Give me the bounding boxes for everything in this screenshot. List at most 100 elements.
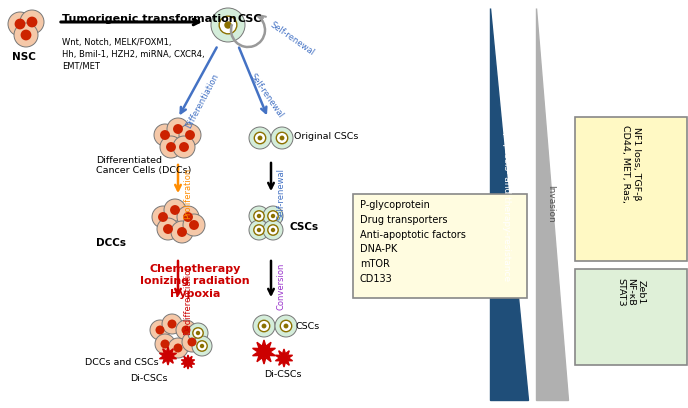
Text: CSCs: CSCs <box>295 322 319 331</box>
Circle shape <box>171 221 193 243</box>
Circle shape <box>167 118 189 140</box>
Text: Di-CSCs: Di-CSCs <box>130 374 167 383</box>
Circle shape <box>258 320 270 332</box>
Text: NSC: NSC <box>12 52 36 62</box>
Circle shape <box>254 211 264 221</box>
Circle shape <box>152 206 174 228</box>
Circle shape <box>280 320 292 332</box>
Text: Self-renewal: Self-renewal <box>276 168 285 220</box>
FancyBboxPatch shape <box>575 269 687 365</box>
Circle shape <box>219 16 237 34</box>
Text: Di-CSCs: Di-CSCs <box>264 370 301 379</box>
Circle shape <box>254 225 264 235</box>
Circle shape <box>173 136 195 158</box>
Circle shape <box>8 12 32 36</box>
Polygon shape <box>160 347 177 365</box>
Circle shape <box>197 341 207 351</box>
Text: DCCs: DCCs <box>96 238 126 248</box>
Text: CSC: CSC <box>237 14 261 24</box>
Circle shape <box>20 10 44 34</box>
Circle shape <box>200 344 204 348</box>
Circle shape <box>211 8 245 42</box>
Text: Wnt, Notch, MELK/FOXM1,
Hh, Bmil-1, HZH2, miRNA, CXCR4,
EMT/MET: Wnt, Notch, MELK/FOXM1, Hh, Bmil-1, HZH2… <box>62 38 204 71</box>
Polygon shape <box>536 8 568 400</box>
Circle shape <box>158 212 168 222</box>
Circle shape <box>249 127 271 149</box>
Text: Apoptosis- and therapy-resistance: Apoptosis- and therapy-resistance <box>502 126 511 282</box>
Circle shape <box>283 324 288 328</box>
Circle shape <box>183 212 193 222</box>
Circle shape <box>166 142 176 152</box>
Circle shape <box>249 206 269 226</box>
Circle shape <box>257 214 261 218</box>
Circle shape <box>14 23 38 47</box>
Circle shape <box>271 228 275 232</box>
Text: Conversion: Conversion <box>276 263 285 310</box>
Polygon shape <box>275 349 292 367</box>
Circle shape <box>257 135 262 140</box>
Circle shape <box>263 220 283 240</box>
Circle shape <box>163 224 173 234</box>
Circle shape <box>173 124 183 134</box>
Circle shape <box>188 337 197 346</box>
Circle shape <box>279 135 284 140</box>
Circle shape <box>261 324 266 328</box>
Circle shape <box>170 205 180 215</box>
Text: Differentiated
Cancer Cells (DCCs): Differentiated Cancer Cells (DCCs) <box>96 156 191 175</box>
Circle shape <box>277 132 288 144</box>
Text: DCCs and CSCs: DCCs and CSCs <box>85 358 159 367</box>
Circle shape <box>224 21 232 29</box>
Circle shape <box>193 328 203 338</box>
Circle shape <box>176 320 196 340</box>
Polygon shape <box>252 340 275 364</box>
Text: Original CSCs: Original CSCs <box>294 132 358 141</box>
Circle shape <box>21 30 32 40</box>
Circle shape <box>275 315 297 337</box>
FancyBboxPatch shape <box>575 117 687 261</box>
Circle shape <box>182 326 191 335</box>
Circle shape <box>182 332 202 352</box>
Text: NF1 loss, TGF-β
CD44, MET, Ras,: NF1 loss, TGF-β CD44, MET, Ras, <box>621 125 641 203</box>
Circle shape <box>183 214 205 236</box>
Text: Zeb1
NF-κB
STAT3: Zeb1 NF-κB STAT3 <box>616 278 646 307</box>
Circle shape <box>268 225 278 235</box>
Circle shape <box>160 136 182 158</box>
Circle shape <box>14 19 25 29</box>
Circle shape <box>268 211 278 221</box>
Circle shape <box>179 142 189 152</box>
Circle shape <box>263 206 283 226</box>
Text: Tumorigenic transformation: Tumorigenic transformation <box>62 14 237 24</box>
Circle shape <box>249 220 269 240</box>
Circle shape <box>168 338 188 358</box>
Circle shape <box>155 326 164 335</box>
Circle shape <box>155 334 175 354</box>
Circle shape <box>185 130 195 140</box>
Text: Dedifferentiation: Dedifferentiation <box>183 263 192 335</box>
Circle shape <box>271 214 275 218</box>
Circle shape <box>179 124 201 146</box>
Text: Self-renewal: Self-renewal <box>248 72 286 120</box>
Circle shape <box>162 314 182 334</box>
Circle shape <box>160 130 170 140</box>
Circle shape <box>253 315 275 337</box>
Circle shape <box>257 228 261 232</box>
Text: Chemotherapy
Ionizing radiation
Hypoxia: Chemotherapy Ionizing radiation Hypoxia <box>140 264 250 299</box>
Circle shape <box>154 124 176 146</box>
Circle shape <box>255 132 266 144</box>
Circle shape <box>173 344 182 353</box>
Text: Invasion: Invasion <box>546 185 555 223</box>
Text: Proliferation: Proliferation <box>183 168 192 219</box>
Circle shape <box>167 319 177 328</box>
Circle shape <box>177 206 199 228</box>
Circle shape <box>150 320 170 340</box>
Circle shape <box>192 336 212 356</box>
Text: CSCs: CSCs <box>290 222 319 232</box>
FancyBboxPatch shape <box>353 194 527 298</box>
Circle shape <box>177 227 187 237</box>
Text: Self-renewal: Self-renewal <box>268 20 316 57</box>
Circle shape <box>189 220 199 230</box>
Circle shape <box>27 17 37 27</box>
Text: P-glycoprotein
Drug transporters
Anti-apoptotic factors
DNA-PK
mTOR
CD133: P-glycoprotein Drug transporters Anti-ap… <box>360 200 466 284</box>
Polygon shape <box>182 355 195 369</box>
Circle shape <box>188 323 208 343</box>
